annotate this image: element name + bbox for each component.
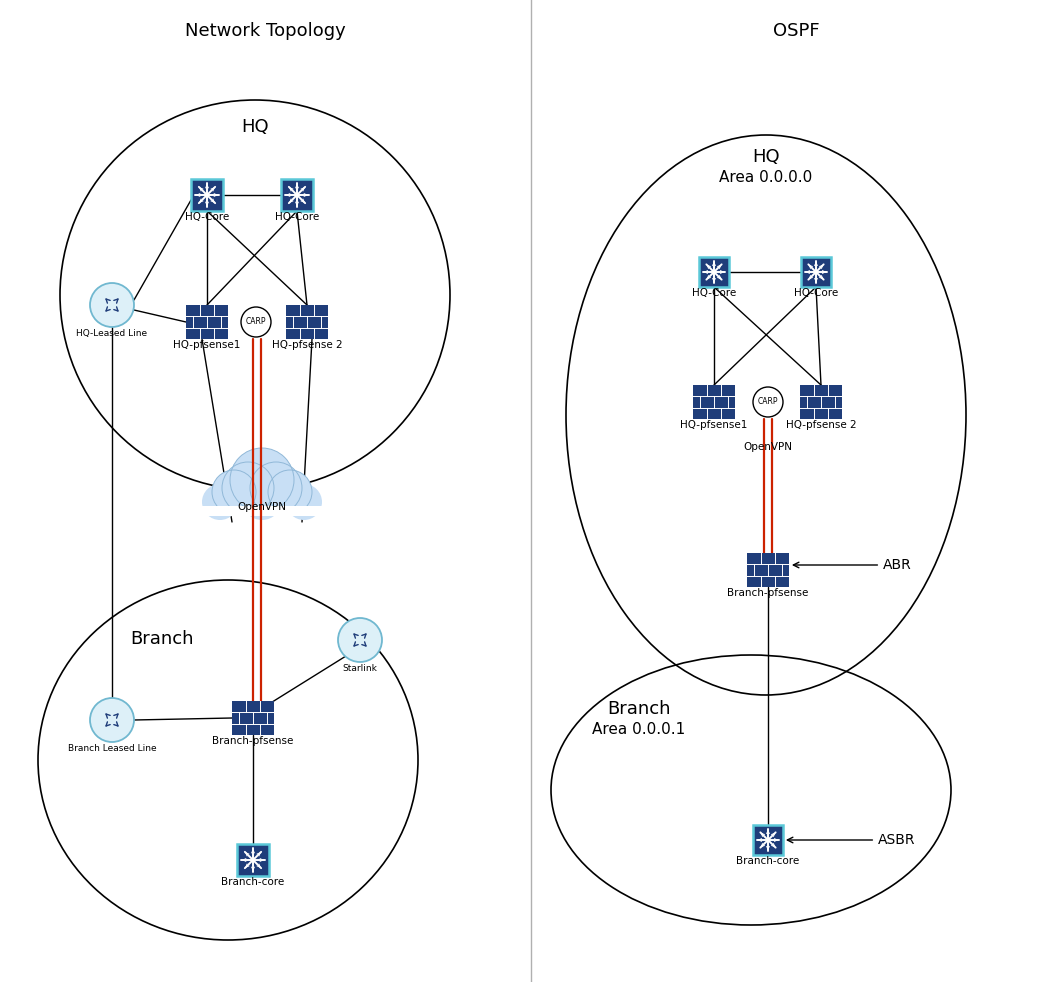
Text: HQ-Core: HQ-Core	[691, 288, 736, 298]
FancyBboxPatch shape	[800, 385, 842, 419]
Circle shape	[230, 448, 294, 512]
Text: Area 0.0.0.1: Area 0.0.0.1	[593, 722, 686, 737]
FancyBboxPatch shape	[191, 179, 223, 211]
Circle shape	[286, 484, 322, 520]
Circle shape	[242, 480, 282, 520]
Circle shape	[250, 462, 302, 514]
FancyBboxPatch shape	[753, 825, 783, 855]
FancyBboxPatch shape	[281, 179, 313, 211]
Text: ASBR: ASBR	[787, 833, 915, 847]
Text: HQ-pfsense 2: HQ-pfsense 2	[786, 420, 856, 430]
Text: Area 0.0.0.0: Area 0.0.0.0	[719, 170, 812, 185]
Circle shape	[753, 387, 783, 417]
FancyBboxPatch shape	[747, 553, 789, 587]
Text: HQ: HQ	[752, 148, 780, 166]
Text: HQ-Core: HQ-Core	[185, 212, 229, 222]
Text: HQ-pfsense1: HQ-pfsense1	[681, 420, 748, 430]
FancyBboxPatch shape	[693, 385, 735, 419]
Text: HQ-Core: HQ-Core	[794, 288, 838, 298]
FancyBboxPatch shape	[286, 305, 328, 339]
Text: Branch-core: Branch-core	[221, 877, 285, 887]
FancyBboxPatch shape	[699, 257, 729, 287]
Text: Starlink: Starlink	[343, 664, 377, 673]
Text: OSPF: OSPF	[773, 22, 819, 40]
FancyBboxPatch shape	[186, 305, 228, 339]
Circle shape	[212, 470, 256, 514]
FancyBboxPatch shape	[232, 701, 274, 735]
Text: Branch: Branch	[131, 630, 193, 648]
Circle shape	[241, 307, 271, 337]
Text: Branch: Branch	[607, 700, 671, 718]
Circle shape	[222, 462, 274, 514]
FancyBboxPatch shape	[801, 257, 830, 287]
Text: HQ-pfsense1: HQ-pfsense1	[173, 340, 241, 350]
Text: Network Topology: Network Topology	[185, 22, 345, 40]
Text: Branch-pfsense: Branch-pfsense	[727, 588, 808, 598]
Text: HQ: HQ	[241, 118, 269, 136]
Text: OpenVPN: OpenVPN	[238, 502, 287, 512]
Circle shape	[202, 484, 238, 520]
Text: OpenVPN: OpenVPN	[743, 442, 792, 452]
Text: CARP: CARP	[758, 398, 778, 407]
Text: HQ-pfsense 2: HQ-pfsense 2	[272, 340, 342, 350]
Circle shape	[338, 618, 382, 662]
Text: Branch Leased Line: Branch Leased Line	[68, 744, 156, 753]
Text: Branch-pfsense: Branch-pfsense	[212, 736, 294, 746]
Circle shape	[90, 283, 134, 327]
Circle shape	[90, 698, 134, 742]
FancyBboxPatch shape	[202, 506, 322, 516]
Text: ABR: ABR	[793, 558, 912, 572]
Text: CARP: CARP	[245, 317, 267, 326]
Text: HQ-Leased Line: HQ-Leased Line	[76, 329, 148, 338]
Text: HQ-Core: HQ-Core	[275, 212, 319, 222]
Text: Branch-core: Branch-core	[736, 856, 800, 866]
FancyBboxPatch shape	[237, 844, 269, 876]
Circle shape	[268, 470, 312, 514]
